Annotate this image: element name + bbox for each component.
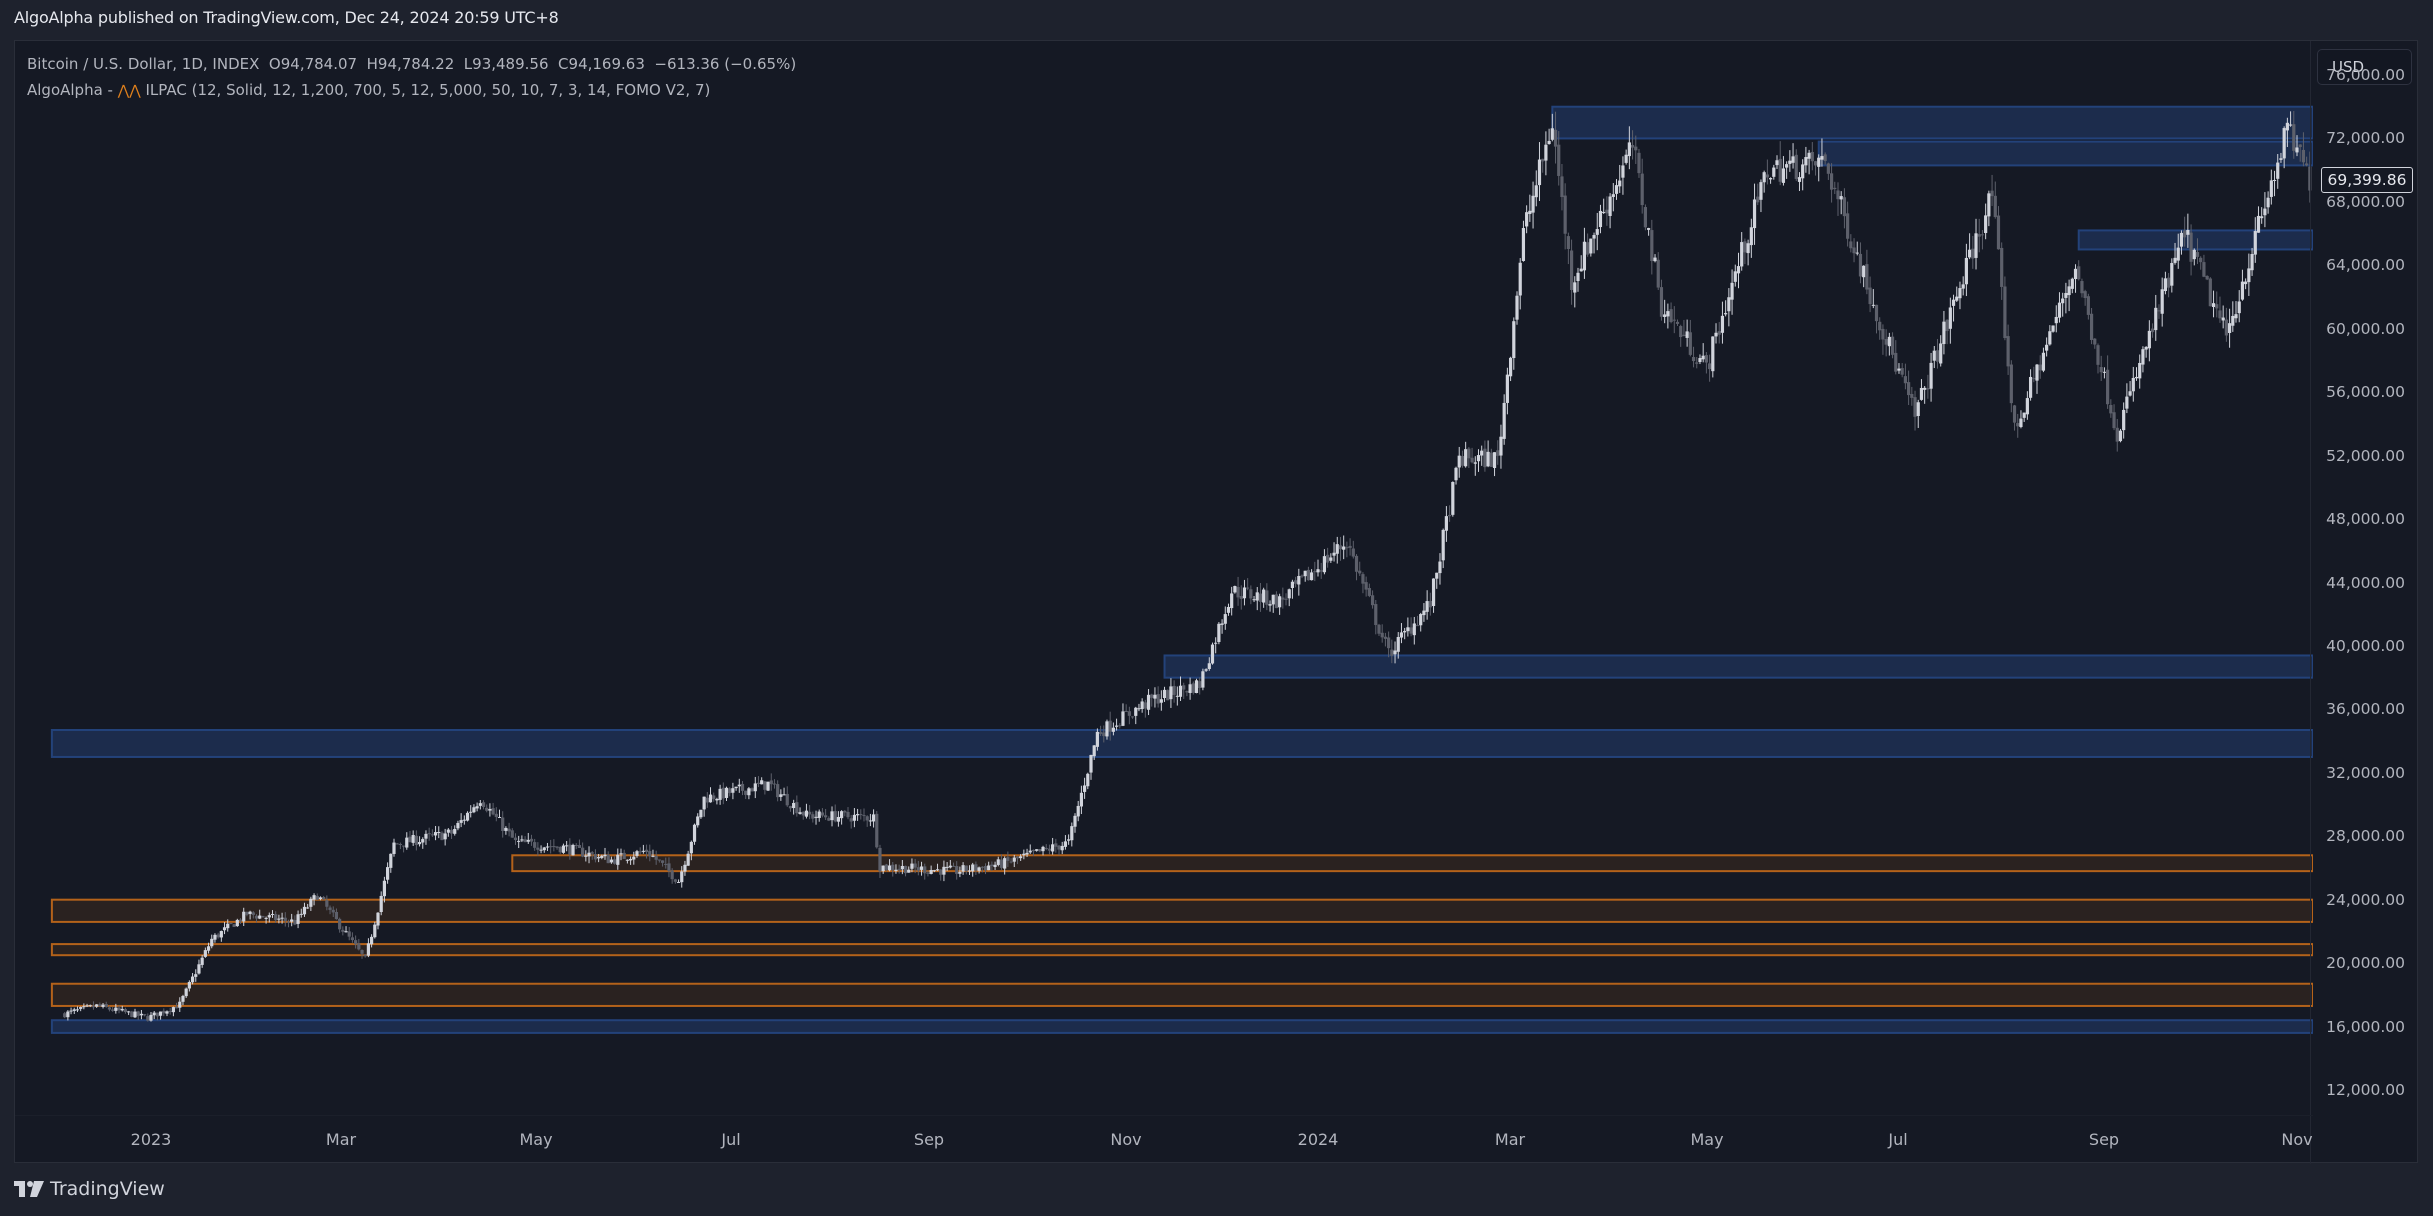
footer-brand: TradingView: [14, 1178, 165, 1200]
indicator-params: ILPAC (12, Solid, 12, 1,200, 700, 5, 12,…: [145, 81, 711, 99]
orange-zone: [50, 898, 2313, 923]
price-tick: 60,000.00: [2326, 319, 2405, 338]
price-axis[interactable]: USD 76,000.00 72,000.00 68,000.00 64,000.00…: [2310, 41, 2417, 1164]
ohlc-change: −613.36 (−0.65%): [654, 55, 797, 73]
price-tick: 32,000.00: [2326, 763, 2405, 782]
time-tick: May: [519, 1130, 553, 1149]
publish-info: AlgoAlpha published on TradingView.com, …: [14, 8, 559, 27]
ohlc-open: O94,784.07: [268, 55, 358, 73]
orange-zone: [50, 982, 2313, 1007]
time-tick: Sep: [913, 1130, 945, 1149]
price-tick: 72,000.00: [2326, 129, 2405, 148]
time-tick: Nov: [1110, 1130, 1142, 1149]
time-tick: Sep: [2088, 1130, 2120, 1149]
blue-zone: [1817, 140, 2313, 167]
time-axis[interactable]: 2023 Mar May Jul Sep Nov 2024 Mar May Jul Sep Nov: [15, 1115, 2313, 1162]
price-tick: 28,000.00: [2326, 827, 2405, 846]
ohlc-close: C94,169.63: [558, 55, 645, 73]
chart-panel[interactable]: Bitcoin / U.S. Dollar, 1D, INDEX O94,784…: [14, 40, 2418, 1164]
indicator-row[interactable]: AlgoAlpha - ⋀⋀ ILPAC (12, Solid, 12, 1,2…: [27, 77, 796, 104]
chart-legend: Bitcoin / U.S. Dollar, 1D, INDEX O94,784…: [27, 51, 796, 104]
time-tick: Mar: [1494, 1130, 1526, 1149]
time-tick: Nov: [2281, 1130, 2313, 1149]
blue-zone: [1163, 654, 2313, 679]
price-tick: 68,000.00: [2326, 192, 2405, 211]
candlestick-plot[interactable]: [15, 41, 2313, 1118]
time-tick: 2023: [130, 1130, 172, 1149]
price-tick: 44,000.00: [2326, 573, 2405, 592]
blue-zone: [1551, 105, 2313, 140]
price-tick: 52,000.00: [2326, 446, 2405, 465]
symbol-ohlc-row[interactable]: Bitcoin / U.S. Dollar, 1D, INDEX O94,784…: [27, 51, 796, 77]
tradingview-logo-icon: [14, 1181, 44, 1197]
price-tick: 24,000.00: [2326, 890, 2405, 909]
currency-button[interactable]: USD: [2317, 49, 2412, 85]
time-tick: Jul: [1888, 1130, 1908, 1149]
brand-name: TradingView: [50, 1178, 165, 1200]
ohlc-low: L93,489.56: [463, 55, 549, 73]
price-tick: 76,000.00: [2326, 66, 2405, 84]
blue-zone: [50, 728, 2313, 758]
symbol-name: Bitcoin / U.S. Dollar, 1D, INDEX: [27, 55, 260, 73]
price-tick: 40,000.00: [2326, 636, 2405, 655]
price-tick: 64,000.00: [2326, 256, 2405, 275]
time-tick: Mar: [325, 1130, 357, 1149]
orange-zone: [511, 854, 2313, 873]
blue-zone: [50, 1019, 2313, 1034]
price-tick: 12,000.00: [2326, 1081, 2405, 1099]
time-tick: 2024: [1297, 1130, 1339, 1149]
blue-zone: [2077, 229, 2313, 251]
ohlc-high: H94,784.22: [366, 55, 455, 73]
indicator-wave-icon: ⋀⋀: [117, 83, 141, 99]
price-tick: 16,000.00: [2326, 1017, 2405, 1036]
orange-zone: [50, 943, 2313, 957]
time-tick: May: [1690, 1130, 1724, 1149]
price-tick: 48,000.00: [2326, 510, 2405, 529]
price-tick: 36,000.00: [2326, 700, 2405, 719]
candles: [63, 111, 2312, 1022]
last-price-label: 69,399.86: [2321, 166, 2413, 193]
time-tick: Jul: [721, 1130, 741, 1149]
indicator-author: AlgoAlpha -: [27, 81, 113, 99]
price-tick: 56,000.00: [2326, 383, 2405, 402]
price-tick: 20,000.00: [2326, 954, 2405, 973]
